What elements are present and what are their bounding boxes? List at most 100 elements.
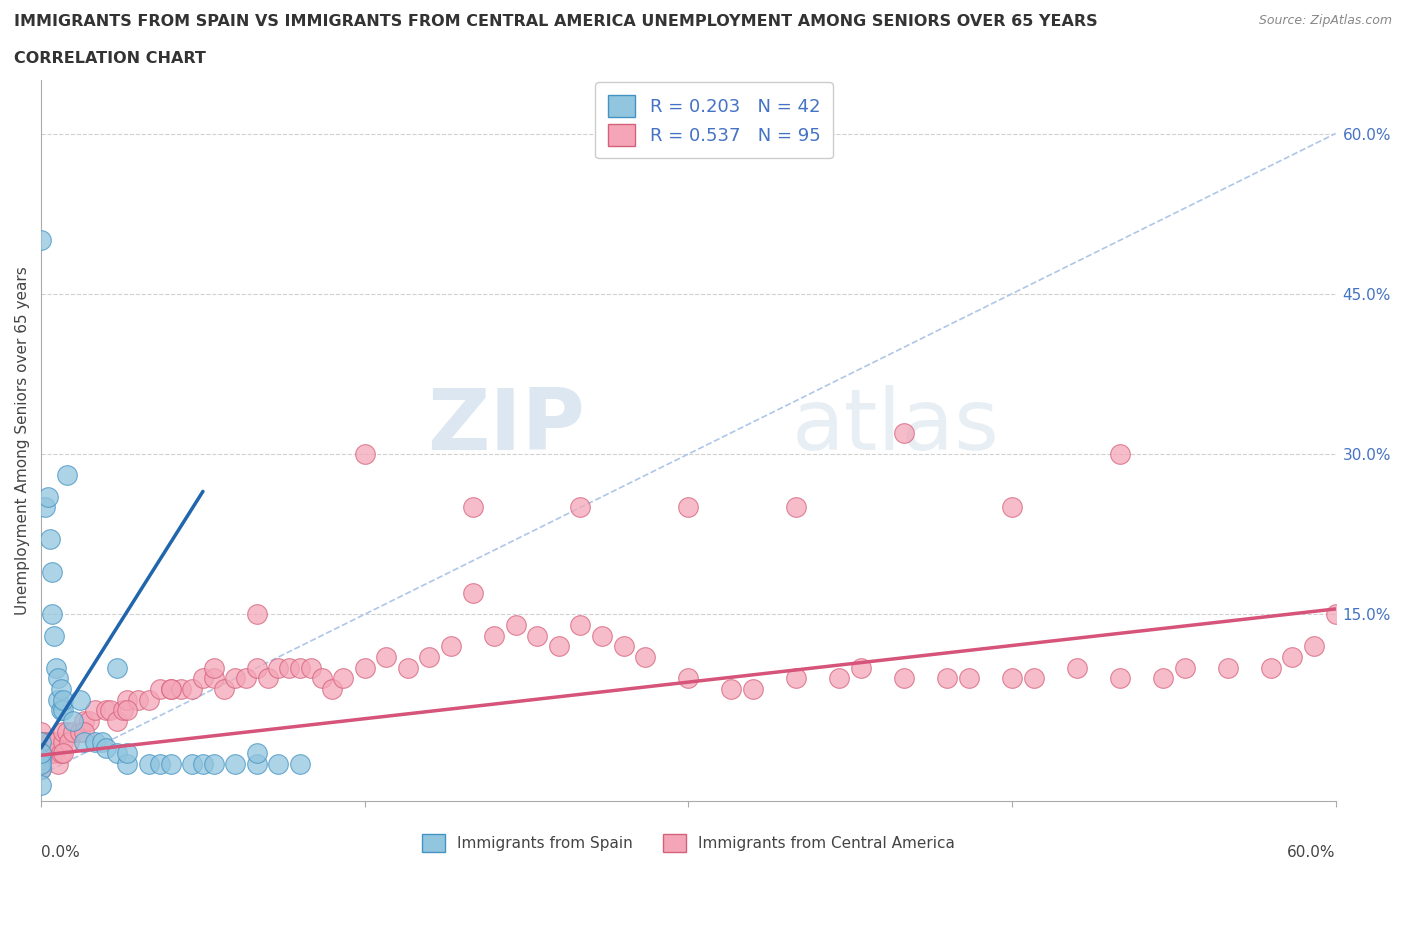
Point bbox=[105, 713, 128, 728]
Point bbox=[526, 628, 548, 643]
Text: atlas: atlas bbox=[792, 385, 1000, 468]
Point bbox=[849, 660, 872, 675]
Point bbox=[482, 628, 505, 643]
Point bbox=[288, 660, 311, 675]
Point bbox=[678, 500, 700, 515]
Point bbox=[235, 671, 257, 685]
Point bbox=[48, 756, 70, 771]
Point bbox=[77, 713, 100, 728]
Point bbox=[375, 649, 398, 664]
Point bbox=[299, 660, 322, 675]
Point bbox=[73, 724, 96, 739]
Point bbox=[49, 682, 72, 697]
Point bbox=[30, 756, 52, 771]
Point bbox=[94, 703, 117, 718]
Point bbox=[569, 500, 592, 515]
Point bbox=[98, 703, 121, 718]
Point bbox=[256, 671, 278, 685]
Y-axis label: Unemployment Among Seniors over 65 years: Unemployment Among Seniors over 65 years bbox=[15, 266, 30, 615]
Point bbox=[117, 756, 139, 771]
Point bbox=[117, 692, 139, 707]
Point bbox=[34, 735, 56, 750]
Point bbox=[52, 735, 75, 750]
Text: ZIP: ZIP bbox=[427, 385, 585, 468]
Point bbox=[30, 746, 52, 761]
Point bbox=[191, 756, 214, 771]
Point bbox=[69, 724, 91, 739]
Point bbox=[1216, 660, 1239, 675]
Point bbox=[1022, 671, 1045, 685]
Point bbox=[418, 649, 440, 664]
Point bbox=[267, 660, 290, 675]
Point bbox=[321, 682, 343, 697]
Point bbox=[73, 713, 96, 728]
Point bbox=[353, 446, 375, 461]
Point bbox=[505, 618, 527, 632]
Point bbox=[893, 671, 915, 685]
Point bbox=[202, 671, 225, 685]
Point bbox=[288, 756, 311, 771]
Point bbox=[396, 660, 419, 675]
Point bbox=[149, 756, 172, 771]
Point bbox=[1108, 671, 1130, 685]
Point bbox=[613, 639, 636, 654]
Point bbox=[785, 671, 807, 685]
Point bbox=[1173, 660, 1195, 675]
Point bbox=[90, 735, 112, 750]
Point bbox=[214, 682, 236, 697]
Point bbox=[37, 489, 59, 504]
Point bbox=[1108, 446, 1130, 461]
Point bbox=[936, 671, 959, 685]
Point bbox=[56, 468, 79, 483]
Point bbox=[30, 762, 52, 777]
Point bbox=[159, 756, 181, 771]
Point bbox=[246, 756, 269, 771]
Point bbox=[41, 607, 63, 622]
Point bbox=[62, 724, 84, 739]
Point bbox=[56, 724, 79, 739]
Point bbox=[461, 586, 484, 601]
Point bbox=[893, 425, 915, 440]
Point bbox=[105, 746, 128, 761]
Text: CORRELATION CHART: CORRELATION CHART bbox=[14, 51, 205, 66]
Text: 60.0%: 60.0% bbox=[1286, 844, 1336, 859]
Point bbox=[170, 682, 193, 697]
Point bbox=[569, 618, 592, 632]
Point bbox=[84, 735, 107, 750]
Text: IMMIGRANTS FROM SPAIN VS IMMIGRANTS FROM CENTRAL AMERICA UNEMPLOYMENT AMONG SENI: IMMIGRANTS FROM SPAIN VS IMMIGRANTS FROM… bbox=[14, 14, 1098, 29]
Point bbox=[30, 735, 52, 750]
Point bbox=[30, 777, 52, 792]
Point bbox=[634, 649, 657, 664]
Point bbox=[138, 692, 160, 707]
Point bbox=[1260, 660, 1282, 675]
Point bbox=[42, 628, 65, 643]
Point bbox=[52, 692, 75, 707]
Point bbox=[30, 751, 52, 766]
Point bbox=[73, 735, 96, 750]
Legend: Immigrants from Spain, Immigrants from Central America: Immigrants from Spain, Immigrants from C… bbox=[416, 828, 962, 858]
Point bbox=[138, 756, 160, 771]
Point bbox=[117, 746, 139, 761]
Point bbox=[828, 671, 851, 685]
Point bbox=[440, 639, 463, 654]
Point bbox=[720, 682, 742, 697]
Point bbox=[58, 735, 80, 750]
Point bbox=[742, 682, 765, 697]
Point bbox=[30, 762, 52, 777]
Point bbox=[42, 746, 65, 761]
Point bbox=[461, 500, 484, 515]
Point bbox=[159, 682, 181, 697]
Point bbox=[159, 682, 181, 697]
Point bbox=[278, 660, 301, 675]
Point bbox=[41, 746, 63, 761]
Point bbox=[149, 682, 172, 697]
Point bbox=[45, 660, 67, 675]
Point bbox=[246, 660, 269, 675]
Point bbox=[37, 746, 59, 761]
Point bbox=[353, 660, 375, 675]
Point bbox=[181, 682, 204, 697]
Point bbox=[84, 703, 107, 718]
Point bbox=[1066, 660, 1088, 675]
Text: 0.0%: 0.0% bbox=[41, 844, 80, 859]
Point bbox=[548, 639, 571, 654]
